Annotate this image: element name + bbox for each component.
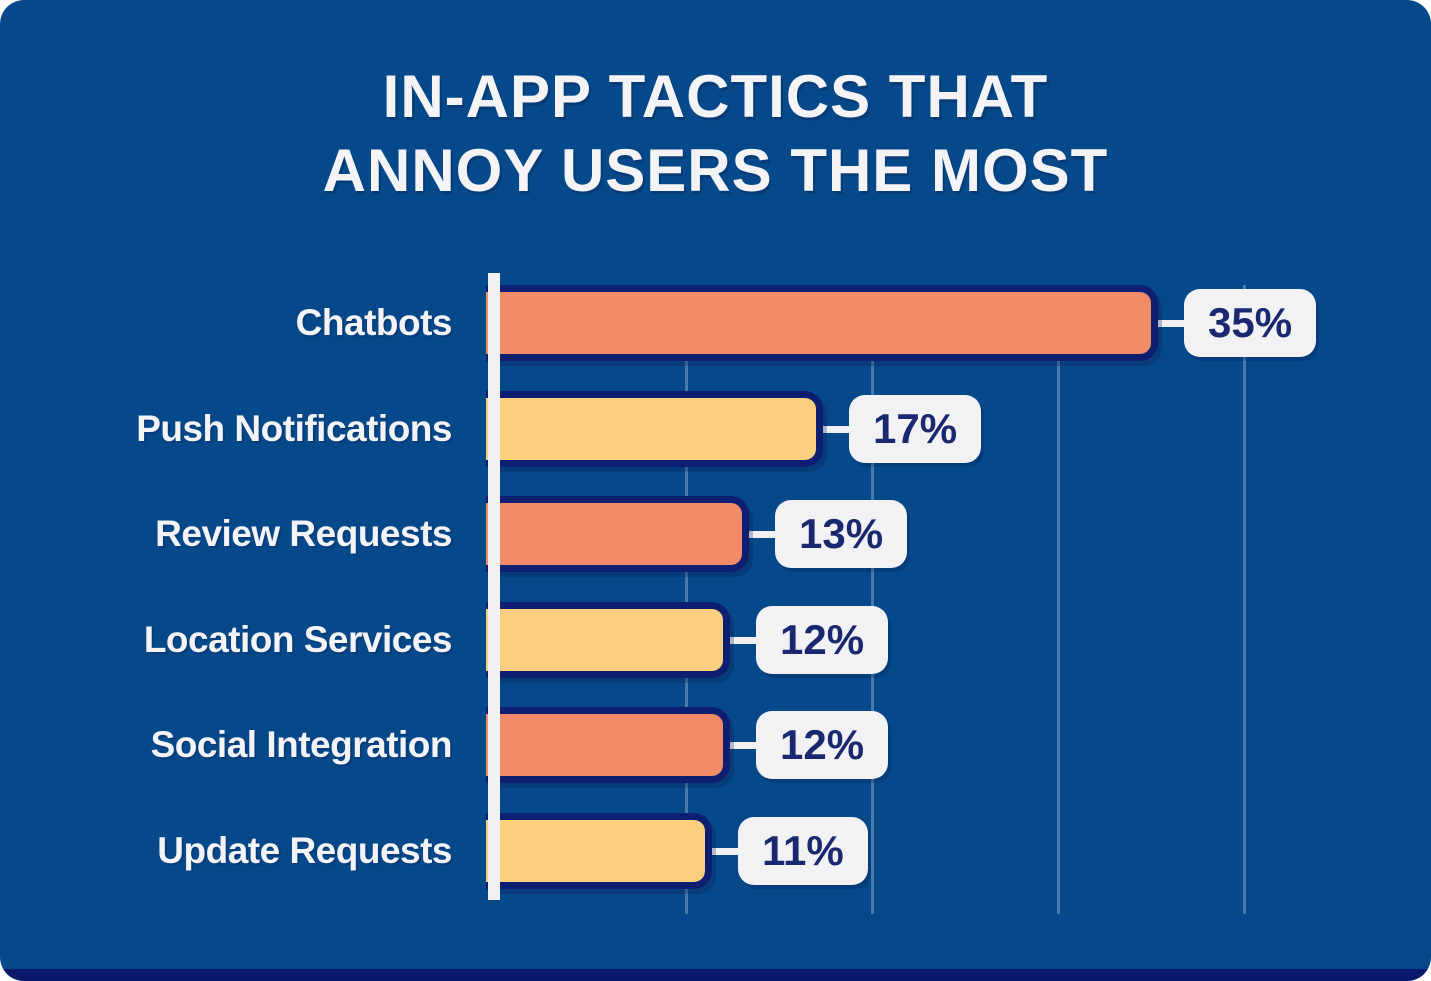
callout-connector-line: [721, 741, 761, 749]
category-label: Social Integration: [150, 724, 453, 765]
value-callout: 17%: [849, 395, 982, 463]
bar-row: Social Integration 12%: [0, 707, 1431, 783]
bottom-accent-strip: [0, 969, 1431, 981]
category-label: Chatbots: [295, 302, 453, 343]
callout-connector-line: [814, 425, 854, 433]
bar-row: Push Notifications 17%: [0, 391, 1431, 467]
bar-row: Location Services 12%: [0, 602, 1431, 678]
value-callout: 12%: [756, 711, 889, 779]
category-label: Review Requests: [155, 513, 452, 554]
callout-connector-line: [721, 636, 761, 644]
value-callout: 13%: [775, 500, 908, 568]
category-label: Push Notifications: [136, 408, 452, 449]
bar: [486, 707, 730, 783]
gridline-20-percent: [870, 285, 874, 914]
category-label: Update Requests: [157, 830, 452, 871]
chart-title-line-2: ANNOY USERS THE MOST: [322, 137, 1109, 204]
value-callout: 11%: [738, 817, 868, 885]
callout-connector-line: [1149, 319, 1189, 327]
gridline-40-percent: [1242, 285, 1246, 914]
gridline-10-percent: [684, 285, 688, 914]
callout-connector-line: [740, 530, 780, 538]
chart-title: IN-APP TACTICS THAT ANNOY USERS THE MOST: [0, 60, 1431, 208]
bar-row: Update Requests 11%: [0, 813, 1431, 889]
bar-row: Review Requests 13%: [0, 496, 1431, 572]
bar: [486, 285, 1158, 361]
gridline-30-percent: [1056, 285, 1060, 914]
bar: [486, 496, 749, 572]
callout-connector-line: [703, 847, 743, 855]
category-label: Location Services: [143, 619, 453, 660]
bar: [486, 813, 712, 889]
value-callout: 12%: [756, 606, 889, 674]
y-axis-line: [488, 273, 500, 900]
bar-row: Chatbots 35%: [0, 285, 1431, 361]
value-callout: 35%: [1184, 289, 1317, 357]
bar: [486, 391, 823, 467]
chart-title-line-1: IN-APP TACTICS THAT: [382, 63, 1049, 130]
bar: [486, 602, 730, 678]
